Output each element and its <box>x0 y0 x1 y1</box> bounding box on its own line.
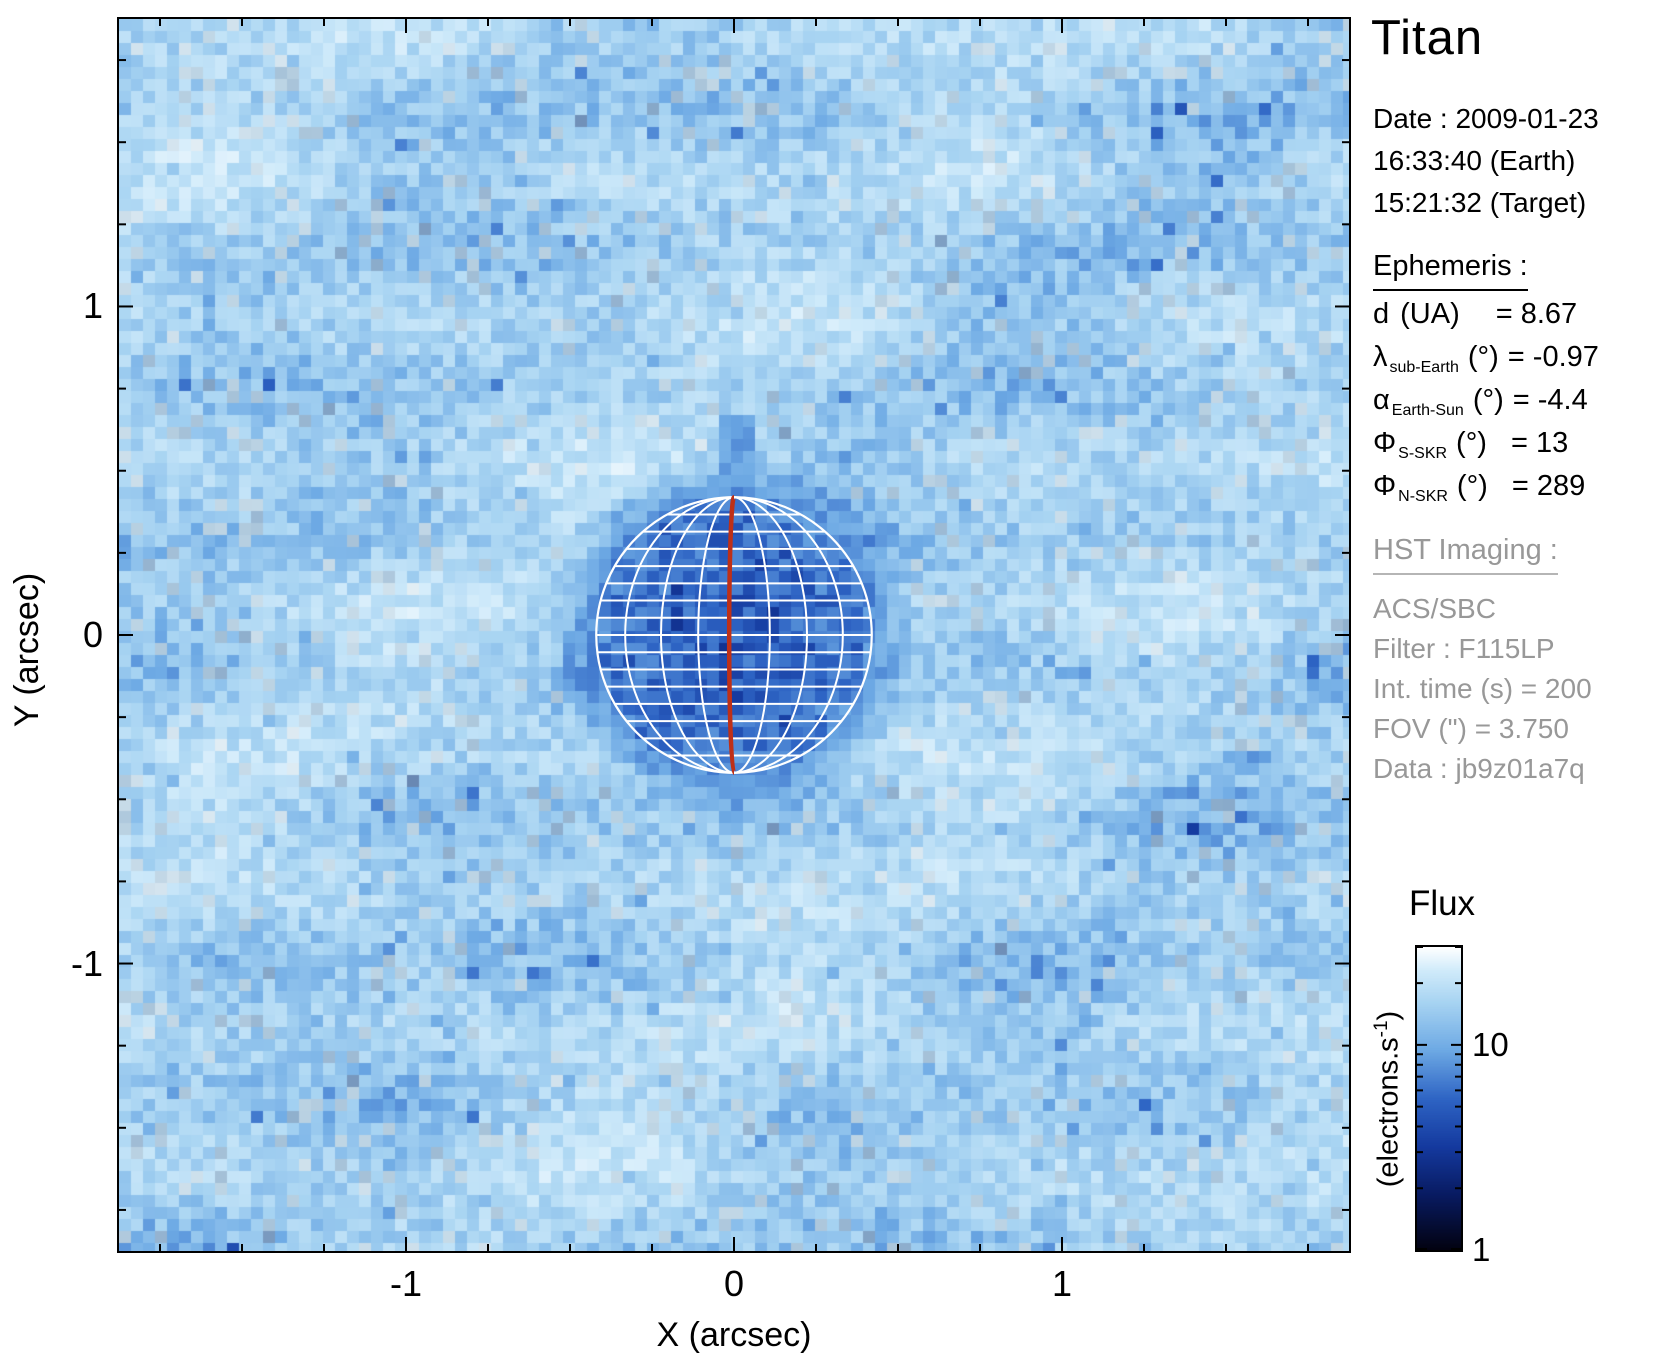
ephemeris-heading: Ephemeris : <box>1373 250 1528 291</box>
value: = 289 <box>1511 470 1586 502</box>
value: = -4.4 <box>1512 384 1588 416</box>
ephemeris-table: d (UA) = 8.67 λ sub-Earth (°) = -0.97 α Earth-… <box>1373 298 1599 513</box>
ephemeris-row-s-skr: Φ S-SKR (°) = 13 <box>1373 427 1599 470</box>
value: = 13 <box>1510 427 1569 459</box>
fov-line: FOV (") = 3.750 <box>1373 713 1569 744</box>
hst-imaging-heading: HST Imaging : <box>1373 534 1558 575</box>
unit: (UA) <box>1400 298 1460 330</box>
colorbar-title: Flux <box>1408 884 1476 923</box>
unit-prefix: (electrons.s <box>1372 1037 1405 1188</box>
unit: (°) <box>1456 470 1488 502</box>
y-tick-label: 0 <box>82 614 103 655</box>
symbol: Φ <box>1373 470 1397 502</box>
symbol: α <box>1373 384 1390 416</box>
colorbar-tick-marks <box>1417 947 1461 1250</box>
y-axis-title: Y (arcsec) <box>8 572 46 728</box>
ephemeris-row-distance: d (UA) = 8.67 <box>1373 298 1599 341</box>
date-line: Date : 2009-01-23 <box>1373 103 1599 134</box>
unit: (°) <box>1472 384 1504 416</box>
unit-exponent: -1 <box>1371 1020 1392 1038</box>
integration-time-line: Int. time (s) = 200 <box>1373 673 1592 704</box>
symbol-subscript: N-SKR <box>1398 488 1448 505</box>
symbol: Φ <box>1373 427 1397 459</box>
y-tick-label: -1 <box>70 942 103 984</box>
symbol: λ <box>1373 341 1388 373</box>
hst-imaging-section: HST Imaging : ACS/SBC Filter : F115LP In… <box>1373 534 1592 789</box>
target-name-title: Titan <box>1371 11 1484 65</box>
time-earth-line: 16:33:40 (Earth) <box>1373 145 1576 176</box>
planet-wireframe-overlay <box>119 19 1349 1251</box>
unit-suffix: ) <box>1372 1010 1405 1021</box>
unit: (°) <box>1456 427 1487 459</box>
flux-map-plot <box>117 17 1351 1253</box>
instrument-line: ACS/SBC <box>1373 593 1496 624</box>
ephemeris-row-subearth-lat: λ sub-Earth (°) = -0.97 <box>1373 341 1599 384</box>
symbol: d <box>1373 298 1390 330</box>
flux-colorbar <box>1415 945 1463 1252</box>
symbol-subscript: Earth-Sun <box>1391 402 1464 419</box>
x-tick-label: -1 <box>389 1263 422 1304</box>
data-id-line: Data : jb9z01a7q <box>1373 753 1585 784</box>
x-axis-title: X (arcsec) <box>656 1316 812 1354</box>
hst-imaging-lines: ACS/SBC Filter : F115LP Int. time (s) = … <box>1373 589 1592 789</box>
value: = -0.97 <box>1507 341 1599 373</box>
colorbar-unit-label: (electrons.s-1) <box>1371 929 1409 1269</box>
x-tick-label: 0 <box>723 1263 745 1304</box>
time-target-line: 15:21:32 (Target) <box>1373 187 1587 218</box>
x-tick-label: 1 <box>1051 1263 1073 1304</box>
colorbar-tick-label: 1 <box>1472 1231 1491 1268</box>
ephemeris-row-n-skr: Φ N-SKR (°) = 289 <box>1373 470 1599 513</box>
symbol-subscript: sub-Earth <box>1389 359 1459 376</box>
value: = 8.67 <box>1495 298 1578 330</box>
colorbar-tick-label: 10 <box>1472 1025 1509 1063</box>
symbol-subscript: S-SKR <box>1398 445 1448 462</box>
y-tick-label: 1 <box>82 285 103 327</box>
unit: (°) <box>1467 341 1499 373</box>
colorbar-gradient-canvas <box>1417 947 1461 1250</box>
observation-datetime: Date : 2009-01-23 16:33:40 (Earth) 15:21… <box>1373 98 1599 224</box>
ephemeris-row-phase-angle: α Earth-Sun (°) = -4.4 <box>1373 384 1599 427</box>
filter-line: Filter : F115LP <box>1373 633 1555 664</box>
